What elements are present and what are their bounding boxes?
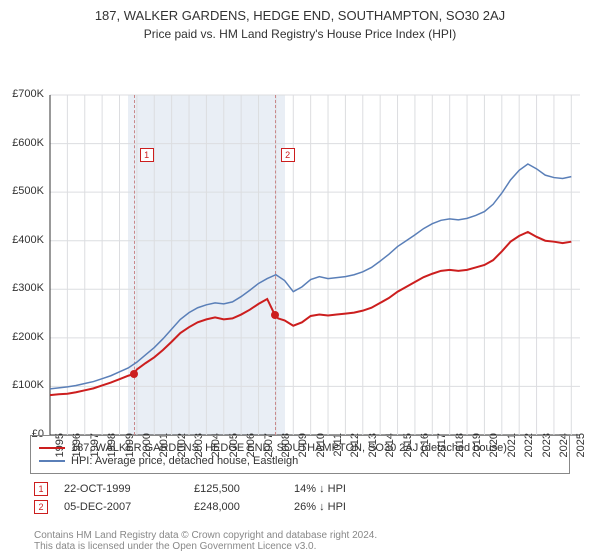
legend-row: HPI: Average price, detached house, East… <box>39 455 561 467</box>
transactions-list: 1 22-OCT-1999£125,50014% ↓ HPI 2 05-DEC-200… <box>30 480 570 516</box>
chart-area: 12£0£100K£200K£300K£400K£500K£600K£700K1… <box>0 47 600 427</box>
footer-line2: This data is licensed under the Open Gov… <box>34 541 377 552</box>
chart-subtitle: Price paid vs. HM Land Registry's House … <box>0 23 600 47</box>
transaction-row: 2 05-DEC-2007£248,00026% ↓ HPI <box>30 498 570 516</box>
transaction-date: 05-DEC-2007 <box>64 501 194 513</box>
y-axis-label: £400K <box>0 234 44 246</box>
transaction-marker: 2 <box>34 500 48 514</box>
footer-line1: Contains HM Land Registry data © Crown c… <box>34 530 377 541</box>
chart-title: 187, WALKER GARDENS, HEDGE END, SOUTHAMP… <box>0 0 600 23</box>
transaction-dot <box>130 370 138 378</box>
y-axis-label: £100K <box>0 379 44 391</box>
legend-label: 187, WALKER GARDENS, HEDGE END, SOUTHAMP… <box>71 442 507 454</box>
transaction-date: 22-OCT-1999 <box>64 483 194 495</box>
property_line <box>50 232 571 395</box>
legend-box: 187, WALKER GARDENS, HEDGE END, SOUTHAMP… <box>30 435 570 474</box>
chart-marker: 1 <box>140 148 154 162</box>
transaction-price: £248,000 <box>194 501 294 513</box>
y-axis-label: £500K <box>0 185 44 197</box>
y-axis-label: £300K <box>0 282 44 294</box>
transaction-diff: 14% ↓ HPI <box>294 483 414 495</box>
footer-attribution: Contains HM Land Registry data © Crown c… <box>34 530 377 552</box>
chart-container: 187, WALKER GARDENS, HEDGE END, SOUTHAMP… <box>0 0 600 560</box>
hpi_line <box>50 164 571 389</box>
y-axis-label: £200K <box>0 331 44 343</box>
legend-color-swatch <box>39 447 65 449</box>
x-axis-label: 2025 <box>575 433 587 473</box>
transaction-price: £125,500 <box>194 483 294 495</box>
legend-row: 187, WALKER GARDENS, HEDGE END, SOUTHAMP… <box>39 442 561 454</box>
chart-marker: 2 <box>281 148 295 162</box>
transaction-dot <box>271 311 279 319</box>
y-axis-label: £600K <box>0 137 44 149</box>
legend-panel: 187, WALKER GARDENS, HEDGE END, SOUTHAMP… <box>30 435 570 516</box>
legend-color-swatch <box>39 460 65 462</box>
transaction-diff: 26% ↓ HPI <box>294 501 414 513</box>
transaction-row: 1 22-OCT-1999£125,50014% ↓ HPI <box>30 480 570 498</box>
legend-label: HPI: Average price, detached house, East… <box>71 455 298 467</box>
y-axis-label: £700K <box>0 88 44 100</box>
transaction-marker: 1 <box>34 482 48 496</box>
